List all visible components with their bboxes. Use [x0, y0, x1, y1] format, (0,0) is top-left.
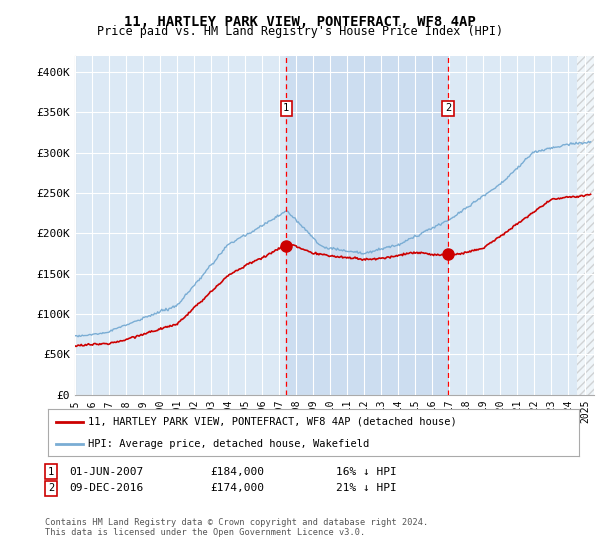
Text: 01-JUN-2007: 01-JUN-2007 — [69, 466, 143, 477]
Text: 1: 1 — [48, 466, 54, 477]
Text: Price paid vs. HM Land Registry's House Price Index (HPI): Price paid vs. HM Land Registry's House … — [97, 25, 503, 38]
Text: 09-DEC-2016: 09-DEC-2016 — [69, 483, 143, 493]
Text: £184,000: £184,000 — [210, 466, 264, 477]
Bar — [577, 56, 594, 395]
Bar — [286, 56, 448, 395]
Text: 11, HARTLEY PARK VIEW, PONTEFRACT, WF8 4AP: 11, HARTLEY PARK VIEW, PONTEFRACT, WF8 4… — [124, 15, 476, 29]
Text: 16% ↓ HPI: 16% ↓ HPI — [336, 466, 397, 477]
Text: 11, HARTLEY PARK VIEW, PONTEFRACT, WF8 4AP (detached house): 11, HARTLEY PARK VIEW, PONTEFRACT, WF8 4… — [88, 417, 457, 427]
Text: 1: 1 — [283, 104, 289, 114]
Text: HPI: Average price, detached house, Wakefield: HPI: Average price, detached house, Wake… — [88, 438, 369, 449]
Text: 2: 2 — [48, 483, 54, 493]
Text: 21% ↓ HPI: 21% ↓ HPI — [336, 483, 397, 493]
Text: 2: 2 — [445, 104, 451, 114]
Text: Contains HM Land Registry data © Crown copyright and database right 2024.
This d: Contains HM Land Registry data © Crown c… — [45, 518, 428, 538]
Text: £174,000: £174,000 — [210, 483, 264, 493]
